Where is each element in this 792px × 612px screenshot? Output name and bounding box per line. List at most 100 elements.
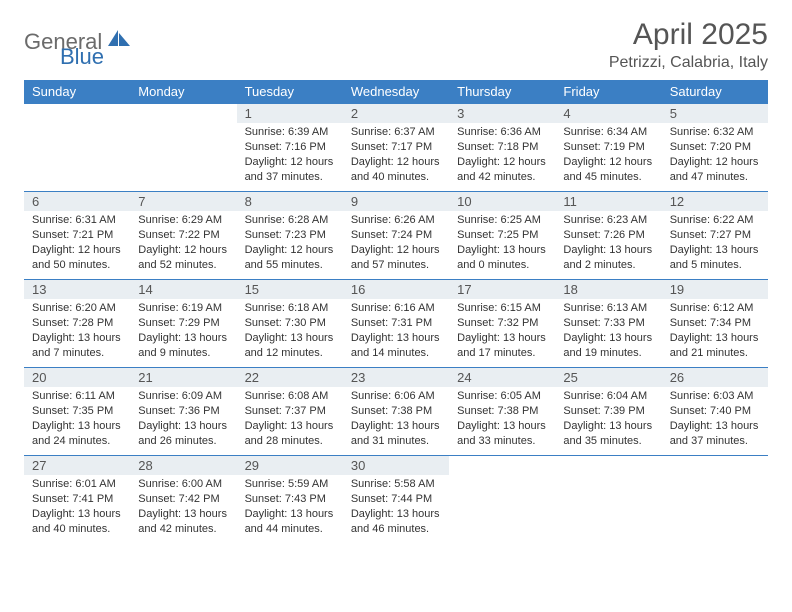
day-number: 22 bbox=[237, 368, 343, 387]
sunrise-line: Sunrise: 6:05 AM bbox=[457, 389, 547, 404]
calendar-body: 1Sunrise: 6:39 AMSunset: 7:16 PMDaylight… bbox=[24, 104, 768, 544]
day-number: 16 bbox=[343, 280, 449, 299]
day-number: 19 bbox=[662, 280, 768, 299]
day-cell: 3Sunrise: 6:36 AMSunset: 7:18 PMDaylight… bbox=[449, 104, 555, 192]
day-cell: 13Sunrise: 6:20 AMSunset: 7:28 PMDayligh… bbox=[24, 280, 130, 368]
sunrise-line: Sunrise: 6:22 AM bbox=[670, 213, 760, 228]
day-details: Sunrise: 6:12 AMSunset: 7:34 PMDaylight:… bbox=[662, 299, 768, 364]
sunrise-line: Sunrise: 6:29 AM bbox=[138, 213, 228, 228]
day-cell: 20Sunrise: 6:11 AMSunset: 7:35 PMDayligh… bbox=[24, 368, 130, 456]
sunset-line: Sunset: 7:26 PM bbox=[563, 228, 653, 243]
sunset-line: Sunset: 7:27 PM bbox=[670, 228, 760, 243]
sunrise-line: Sunrise: 5:58 AM bbox=[351, 477, 441, 492]
daylight-line: Daylight: 13 hours and 31 minutes. bbox=[351, 419, 441, 449]
day-cell: 21Sunrise: 6:09 AMSunset: 7:36 PMDayligh… bbox=[130, 368, 236, 456]
sunrise-line: Sunrise: 6:03 AM bbox=[670, 389, 760, 404]
daylight-line: Daylight: 12 hours and 47 minutes. bbox=[670, 155, 760, 185]
daylight-line: Daylight: 13 hours and 35 minutes. bbox=[563, 419, 653, 449]
sunrise-line: Sunrise: 6:37 AM bbox=[351, 125, 441, 140]
day-details: Sunrise: 6:19 AMSunset: 7:29 PMDaylight:… bbox=[130, 299, 236, 364]
day-cell: 12 Sunrise: 6:22 AMSunset: 7:27 PMDayligh… bbox=[662, 192, 768, 280]
day-cell: 6Sunrise: 6:31 AMSunset: 7:21 PMDaylight… bbox=[24, 192, 130, 280]
day-number: 4 bbox=[555, 104, 661, 123]
daylight-line: Daylight: 13 hours and 37 minutes. bbox=[670, 419, 760, 449]
day-cell: 10Sunrise: 6:25 AMSunset: 7:25 PMDayligh… bbox=[449, 192, 555, 280]
day-number: 25 bbox=[555, 368, 661, 387]
day-details: Sunrise: 6:34 AMSunset: 7:19 PMDaylight:… bbox=[555, 123, 661, 188]
day-cell: 2Sunrise: 6:37 AMSunset: 7:17 PMDaylight… bbox=[343, 104, 449, 192]
sunrise-line: Sunrise: 6:32 AM bbox=[670, 125, 760, 140]
daylight-line: Daylight: 13 hours and 7 minutes. bbox=[32, 331, 122, 361]
day-details: Sunrise: 6:23 AMSunset: 7:26 PMDaylight:… bbox=[555, 211, 661, 276]
sunrise-line: Sunrise: 6:15 AM bbox=[457, 301, 547, 316]
daylight-line: Daylight: 13 hours and 19 minutes. bbox=[563, 331, 653, 361]
daylight-line: Daylight: 13 hours and 2 minutes. bbox=[563, 243, 653, 273]
sunrise-line: Sunrise: 6:04 AM bbox=[563, 389, 653, 404]
day-cell bbox=[662, 456, 768, 544]
sunrise-line: Sunrise: 6:09 AM bbox=[138, 389, 228, 404]
day-cell: 17Sunrise: 6:15 AMSunset: 7:32 PMDayligh… bbox=[449, 280, 555, 368]
sunrise-line: Sunrise: 6:01 AM bbox=[32, 477, 122, 492]
daylight-line: Daylight: 13 hours and 5 minutes. bbox=[670, 243, 760, 273]
day-cell: 8Sunrise: 6:28 AMSunset: 7:23 PMDaylight… bbox=[237, 192, 343, 280]
day-details: Sunrise: 6:06 AMSunset: 7:38 PMDaylight:… bbox=[343, 387, 449, 452]
day-number: 3 bbox=[449, 104, 555, 123]
sunrise-line: Sunrise: 6:00 AM bbox=[138, 477, 228, 492]
sunset-line: Sunset: 7:42 PM bbox=[138, 492, 228, 507]
day-number: 12 bbox=[662, 192, 768, 211]
sunset-line: Sunset: 7:18 PM bbox=[457, 140, 547, 155]
sunrise-line: Sunrise: 6:18 AM bbox=[245, 301, 335, 316]
day-cell: 19Sunrise: 6:12 AMSunset: 7:34 PMDayligh… bbox=[662, 280, 768, 368]
day-cell: 16Sunrise: 6:16 AMSunset: 7:31 PMDayligh… bbox=[343, 280, 449, 368]
day-details: Sunrise: 6:09 AMSunset: 7:36 PMDaylight:… bbox=[130, 387, 236, 452]
sunrise-line: Sunrise: 6:11 AM bbox=[32, 389, 122, 404]
sunset-line: Sunset: 7:37 PM bbox=[245, 404, 335, 419]
day-details: Sunrise: 6:04 AMSunset: 7:39 PMDaylight:… bbox=[555, 387, 661, 452]
daylight-line: Daylight: 12 hours and 50 minutes. bbox=[32, 243, 122, 273]
daylight-line: Daylight: 13 hours and 9 minutes. bbox=[138, 331, 228, 361]
day-cell: 22Sunrise: 6:08 AMSunset: 7:37 PMDayligh… bbox=[237, 368, 343, 456]
day-details: Sunrise: 6:11 AMSunset: 7:35 PMDaylight:… bbox=[24, 387, 130, 452]
sunset-line: Sunset: 7:32 PM bbox=[457, 316, 547, 331]
day-number: 2 bbox=[343, 104, 449, 123]
sunset-line: Sunset: 7:24 PM bbox=[351, 228, 441, 243]
sunrise-line: Sunrise: 6:08 AM bbox=[245, 389, 335, 404]
daylight-line: Daylight: 12 hours and 45 minutes. bbox=[563, 155, 653, 185]
day-details: Sunrise: 6:25 AMSunset: 7:25 PMDaylight:… bbox=[449, 211, 555, 276]
day-number: 17 bbox=[449, 280, 555, 299]
calendar-header-row: SundayMondayTuesdayWednesdayThursdayFrid… bbox=[24, 80, 768, 104]
day-number: 24 bbox=[449, 368, 555, 387]
daylight-line: Daylight: 13 hours and 42 minutes. bbox=[138, 507, 228, 537]
day-header: Saturday bbox=[662, 80, 768, 104]
day-cell: 18Sunrise: 6:13 AMSunset: 7:33 PMDayligh… bbox=[555, 280, 661, 368]
day-number: 11 bbox=[555, 192, 661, 211]
day-details: Sunrise: 5:59 AMSunset: 7:43 PMDaylight:… bbox=[237, 475, 343, 540]
sunrise-line: Sunrise: 6:06 AM bbox=[351, 389, 441, 404]
sunrise-line: Sunrise: 6:31 AM bbox=[32, 213, 122, 228]
daylight-line: Daylight: 13 hours and 26 minutes. bbox=[138, 419, 228, 449]
month-title: April 2025 bbox=[609, 18, 768, 52]
sunset-line: Sunset: 7:43 PM bbox=[245, 492, 335, 507]
day-header: Thursday bbox=[449, 80, 555, 104]
daylight-line: Daylight: 12 hours and 40 minutes. bbox=[351, 155, 441, 185]
day-details: Sunrise: 6:13 AMSunset: 7:33 PMDaylight:… bbox=[555, 299, 661, 364]
sunrise-line: Sunrise: 6:28 AM bbox=[245, 213, 335, 228]
sunset-line: Sunset: 7:35 PM bbox=[32, 404, 122, 419]
sunrise-line: Sunrise: 6:23 AM bbox=[563, 213, 653, 228]
day-details: Sunrise: 6:08 AMSunset: 7:37 PMDaylight:… bbox=[237, 387, 343, 452]
day-header: Wednesday bbox=[343, 80, 449, 104]
brand-logo: General Blue bbox=[24, 18, 132, 55]
day-number: 9 bbox=[343, 192, 449, 211]
brand-name-b: Blue bbox=[60, 44, 104, 69]
location-subtitle: Petrizzi, Calabria, Italy bbox=[609, 54, 768, 72]
day-cell: 11Sunrise: 6:23 AMSunset: 7:26 PMDayligh… bbox=[555, 192, 661, 280]
day-cell bbox=[449, 456, 555, 544]
daylight-line: Daylight: 13 hours and 40 minutes. bbox=[32, 507, 122, 537]
day-cell: 4Sunrise: 6:34 AMSunset: 7:19 PMDaylight… bbox=[555, 104, 661, 192]
day-cell: 29Sunrise: 5:59 AMSunset: 7:43 PMDayligh… bbox=[237, 456, 343, 544]
daylight-line: Daylight: 12 hours and 55 minutes. bbox=[245, 243, 335, 273]
sunset-line: Sunset: 7:29 PM bbox=[138, 316, 228, 331]
day-cell: 15Sunrise: 6:18 AMSunset: 7:30 PMDayligh… bbox=[237, 280, 343, 368]
sunrise-line: Sunrise: 6:36 AM bbox=[457, 125, 547, 140]
day-details: Sunrise: 6:32 AMSunset: 7:20 PMDaylight:… bbox=[662, 123, 768, 188]
